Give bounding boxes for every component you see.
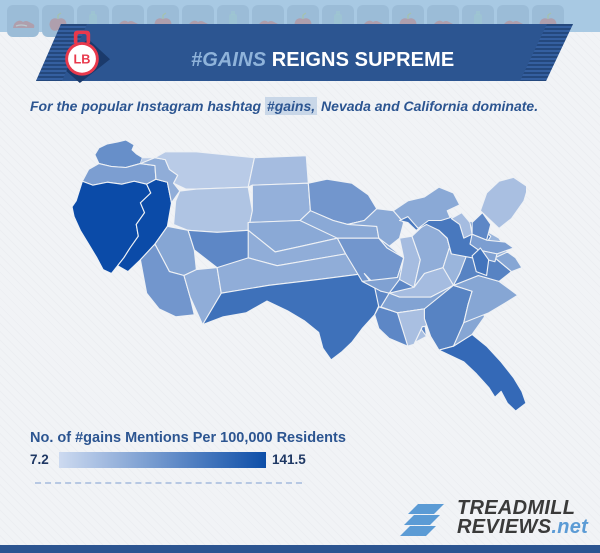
svg-text:LB: LB bbox=[74, 52, 91, 67]
